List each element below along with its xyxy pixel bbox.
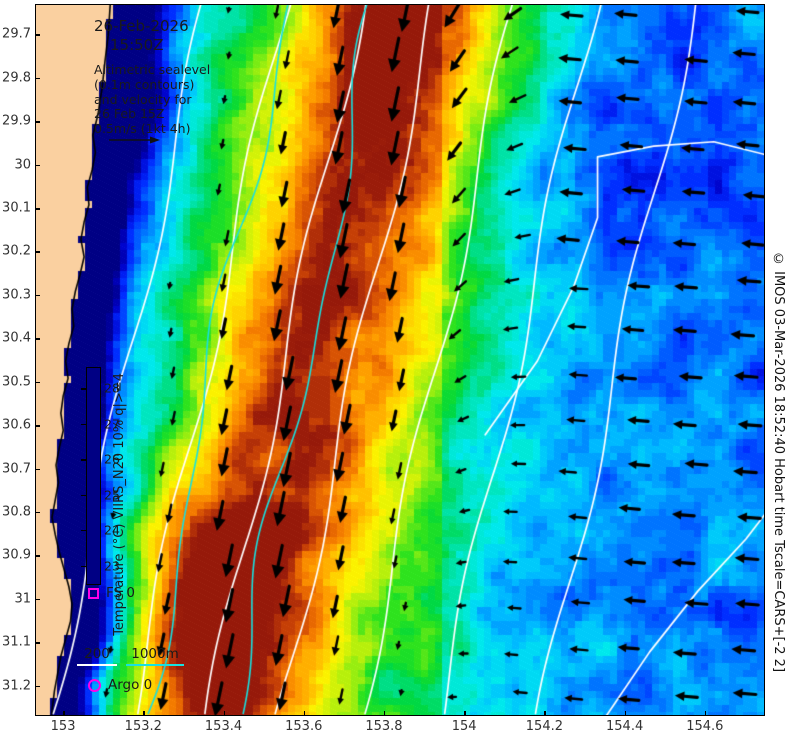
- y-tick-mark: [35, 555, 40, 557]
- x-tick-mark: [383, 711, 386, 716]
- y-tick-mark: [35, 208, 40, 210]
- fs-legend-item: FS 0: [88, 585, 135, 601]
- y-tick-label: 30.4: [2, 330, 31, 346]
- colorbar-tick-label: 25: [104, 487, 120, 503]
- x-tick-label: 154.4: [606, 719, 644, 734]
- x-tick-mark: [624, 711, 627, 716]
- colorbar-gradient: [86, 367, 101, 585]
- description-text: Altimetric sealevel (0.1m contours) and …: [94, 62, 211, 137]
- y-tick-label: 30.2: [2, 243, 31, 259]
- x-tick-label: 153.2: [124, 719, 162, 734]
- y-tick-label: 30.5: [2, 374, 31, 390]
- depth-legend-200: 200: [77, 646, 117, 666]
- y-tick-mark: [35, 511, 40, 514]
- colorbar-tick-label: 23: [104, 558, 120, 573]
- y-tick-label: 29.7: [2, 26, 31, 42]
- depth-legend-1000: 1000m: [126, 646, 184, 666]
- x-tick-label: 153.8: [365, 719, 403, 734]
- y-tick-mark: [35, 34, 40, 36]
- colorbar-tick-label: 26: [104, 451, 120, 467]
- colorbar-tick-label: 24: [104, 522, 120, 538]
- fs-legend-label: FS 0: [106, 585, 135, 601]
- y-tick-label: 30.1: [2, 200, 31, 216]
- argo-circle-icon: [88, 678, 101, 692]
- y-tick-label: 30: [14, 157, 31, 173]
- y-tick-mark: [35, 121, 40, 123]
- y-tick-mark: [35, 381, 40, 384]
- y-tick-mark: [35, 685, 40, 688]
- colorbar-tick: [81, 423, 86, 426]
- y-tick-mark: [35, 338, 40, 340]
- depth-rule-200: [77, 664, 117, 666]
- depth-label-1000: 1000m: [131, 646, 179, 662]
- y-tick-mark: [35, 251, 40, 253]
- temperature-colorbar: [86, 367, 101, 585]
- x-tick-mark: [464, 711, 466, 716]
- y-tick-label: 30.7: [2, 461, 31, 477]
- x-tick-mark: [303, 711, 306, 716]
- y-tick-label: 31.1: [2, 634, 31, 650]
- x-tick-mark: [143, 711, 145, 716]
- y-tick-mark: [35, 77, 40, 80]
- fs-square-icon: [88, 587, 99, 599]
- y-tick-label: 30.6: [2, 417, 31, 433]
- colorbar-tick: [81, 494, 86, 496]
- map-plot-area[interactable]: 26-Feb-2026 15:50Z Altimetric sealevel (…: [35, 4, 765, 716]
- depth-rule-1000: [126, 664, 184, 666]
- x-tick-label: 153.6: [285, 719, 323, 734]
- x-tick-label: 153: [50, 719, 76, 734]
- colorbar-tick: [81, 459, 86, 461]
- y-tick-label: 31: [14, 591, 31, 607]
- x-tick-mark: [63, 711, 65, 716]
- x-tick-label: 154.2: [525, 719, 563, 734]
- credit-text: © IMOS 03-Mar-2026 18:52:40 Hobart time …: [771, 252, 786, 673]
- depth-contour-legend: 200 1000m: [77, 646, 184, 666]
- title-time: 15:50Z: [110, 36, 164, 54]
- y-tick-label: 30.3: [2, 287, 31, 303]
- depth-label-200: 200: [84, 646, 110, 662]
- y-tick-mark: [35, 468, 40, 471]
- colorbar-tick: [81, 565, 86, 567]
- x-tick-mark: [704, 711, 707, 716]
- y-tick-label: 30.8: [2, 504, 31, 520]
- colorbar-tick-label: 27: [104, 416, 120, 432]
- x-tick-mark: [544, 711, 546, 716]
- y-tick-label: 30.9: [2, 547, 31, 563]
- argo-legend-item: Argo 0: [88, 677, 152, 693]
- y-tick-label: 29.9: [2, 113, 31, 129]
- y-tick-mark: [35, 642, 40, 644]
- y-tick-mark: [35, 425, 40, 427]
- y-tick-label: 31.2: [2, 678, 31, 694]
- y-tick-label: 29.8: [2, 70, 31, 86]
- contour-and-velocity-overlay-layer: [36, 5, 764, 715]
- x-tick-label: 153.4: [204, 719, 243, 734]
- y-tick-mark: [35, 294, 40, 297]
- argo-legend-label: Argo 0: [108, 677, 153, 693]
- colorbar-tick: [81, 388, 86, 390]
- x-tick-label: 154.6: [686, 719, 724, 734]
- x-tick-label: 154: [451, 719, 477, 734]
- colorbar-tick-label: 28: [104, 380, 120, 396]
- x-tick-mark: [223, 711, 226, 716]
- y-tick-mark: [35, 164, 40, 167]
- colorbar-tick: [81, 530, 86, 532]
- velocity-scale-arrow-icon: [109, 136, 160, 144]
- y-tick-mark: [35, 598, 40, 601]
- title-date: 26-Feb-2026: [94, 17, 189, 35]
